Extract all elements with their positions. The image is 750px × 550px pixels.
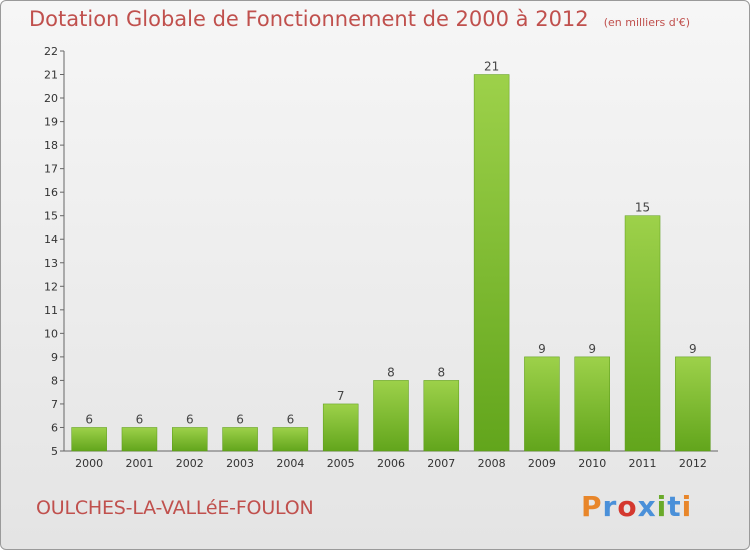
data-label: 6 (287, 412, 295, 426)
data-label: 6 (186, 412, 194, 426)
data-labels: 6 6 6 6 6 7 8 8 21 9 9 15 9 (85, 60, 696, 427)
logo-letter: t (667, 490, 682, 523)
y-tick-label: 5 (51, 445, 58, 458)
x-tick-label: 2008 (478, 457, 506, 470)
x-tick-label: 2002 (176, 457, 204, 470)
logo-letter: i (656, 490, 668, 523)
x-tick-label: 2003 (226, 457, 254, 470)
title-row: Dotation Globale de Fonctionnement de 20… (29, 7, 690, 31)
y-tick-label: 19 (44, 116, 58, 129)
bars (71, 74, 711, 452)
chart-title: Dotation Globale de Fonctionnement de 20… (29, 7, 589, 31)
x-axis-labels: 2000 2001 2002 2003 2004 2005 2006 2007 2008 2009… (75, 457, 707, 470)
y-tick-label: 14 (44, 233, 58, 246)
bar-2002 (172, 427, 208, 452)
chart-subtitle: (en milliers d'€) (603, 16, 691, 29)
y-tick-label: 22 (44, 45, 58, 58)
y-tick-label: 13 (44, 257, 58, 270)
x-tick-label: 2001 (125, 457, 153, 470)
bar-2012 (675, 356, 711, 452)
commune-name: OULCHES-LA-VALLéE-FOULON (36, 497, 314, 519)
y-tick-label: 7 (51, 398, 58, 411)
data-label: 8 (387, 365, 395, 379)
y-tick-label: 6 (51, 421, 58, 434)
y-tick-label: 9 (51, 351, 58, 364)
data-label: 6 (85, 412, 93, 426)
y-tick-label: 18 (44, 139, 58, 152)
x-tick-label: 2012 (679, 457, 707, 470)
x-tick-label: 2011 (629, 457, 657, 470)
data-label: 8 (437, 365, 445, 379)
y-axis-ticks: 5 6 7 8 9 10 11 12 13 14 15 16 17 18 19 20 21 22 (44, 45, 64, 458)
bar-2001 (121, 427, 158, 452)
data-label: 9 (588, 342, 596, 356)
x-tick-label: 2004 (276, 457, 304, 470)
y-tick-label: 10 (44, 327, 58, 340)
bar-2010 (574, 356, 610, 452)
logo-letter: P (581, 490, 603, 523)
data-label: 21 (484, 60, 499, 74)
bar-2009 (524, 356, 560, 452)
bar-2011 (624, 215, 661, 452)
y-tick-label: 17 (44, 163, 58, 176)
bar-2004 (272, 427, 309, 452)
data-label: 15 (635, 201, 650, 215)
y-tick-label: 21 (44, 69, 58, 82)
bar-2008 (473, 74, 510, 452)
y-tick-label: 8 (51, 374, 58, 387)
data-label: 9 (538, 342, 546, 356)
proxiti-logo[interactable]: Proxiti (581, 490, 692, 523)
logo-letter: i (681, 490, 693, 523)
x-tick-label: 2009 (528, 457, 556, 470)
bar-2007 (423, 380, 460, 452)
x-tick-label: 2007 (427, 457, 455, 470)
data-label: 7 (337, 389, 345, 403)
data-label: 6 (236, 412, 244, 426)
logo-letter: r (602, 490, 618, 523)
y-tick-label: 11 (44, 304, 58, 317)
data-label: 9 (689, 342, 697, 356)
bar-2005 (322, 403, 359, 452)
bar-2006 (373, 380, 409, 452)
y-tick-label: 15 (44, 210, 58, 223)
x-tick-label: 2005 (327, 457, 355, 470)
x-tick-label: 2010 (578, 457, 606, 470)
x-tick-label: 2000 (75, 457, 103, 470)
y-tick-label: 20 (44, 92, 58, 105)
data-label: 6 (136, 412, 144, 426)
logo-letter: o (617, 490, 638, 523)
bar-2003 (222, 427, 258, 452)
logo-letter: x (637, 490, 657, 523)
y-tick-label: 12 (44, 280, 58, 293)
x-tick-label: 2006 (377, 457, 405, 470)
bar-2000 (71, 427, 107, 452)
y-tick-label: 16 (44, 186, 58, 199)
